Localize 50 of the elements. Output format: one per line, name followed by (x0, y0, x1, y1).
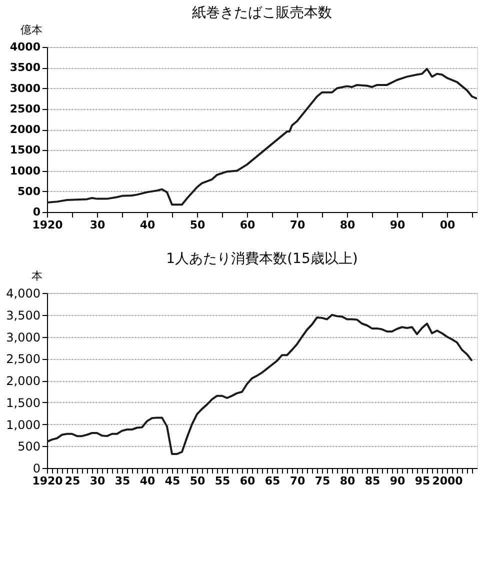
y-tick-label: 3,500 (6, 308, 40, 322)
y-tick-label: 4,000 (6, 286, 40, 300)
line-series (47, 314, 473, 455)
y-tick-label: 2500 (10, 102, 41, 116)
y-tick-label: 1000 (10, 164, 41, 178)
x-tick-label: 90 (390, 474, 406, 488)
x-tick-label: 50 (190, 218, 206, 232)
x-tick-label: 30 (90, 218, 106, 232)
y-tick-label: 1500 (10, 144, 41, 157)
x-tick-label: 80 (340, 474, 356, 488)
x-tick-label: 1920 (32, 474, 64, 488)
y-tick-label: 500 (18, 440, 40, 454)
x-tick-label: 90 (390, 218, 406, 232)
x-tick-label: 85 (364, 474, 380, 488)
x-tick-label: 80 (340, 218, 356, 232)
x-tick-label: 45 (164, 474, 180, 488)
y-axis-title: 本 (32, 270, 42, 282)
y-tick-label: 4000 (10, 40, 41, 54)
y-tick-label: 2,500 (6, 352, 40, 366)
line-series (47, 68, 477, 206)
x-tick-label: 00 (440, 218, 456, 232)
chart-title: 1人あたり消費本数(15歳以上) (166, 251, 358, 267)
y-axis-title: 億本 (20, 24, 42, 36)
x-tick-label: 65 (264, 474, 280, 488)
x-tick-label: 60 (240, 218, 256, 232)
y-tick-label: 1,000 (6, 418, 40, 432)
y-tick-label: 3000 (10, 82, 41, 95)
y-tick-label: 3500 (10, 61, 41, 74)
y-tick-label: 0 (32, 206, 41, 218)
x-tick-label: 35 (114, 474, 130, 488)
x-tick-label: 30 (90, 474, 106, 488)
chart-title: 紙巻きたばこ販売本数 (192, 5, 332, 21)
x-tick-label: 25 (64, 474, 80, 488)
x-tick-label: 1920 (32, 218, 64, 232)
y-tick-label: 2000 (10, 123, 41, 136)
y-tick-label: 3,000 (6, 330, 40, 344)
x-tick-label: 50 (190, 474, 206, 488)
y-tick-label: 2,000 (6, 374, 40, 388)
x-tick-label: 70 (290, 474, 306, 488)
x-tick-label: 40 (140, 218, 156, 232)
y-tick-label: 0 (32, 462, 40, 476)
x-tick-label: 70 (290, 218, 306, 232)
x-tick-label: 2000 (432, 474, 464, 488)
y-tick-label: 1,500 (6, 396, 40, 410)
x-tick-label: 55 (214, 474, 230, 488)
x-tick-label: 95 (414, 474, 430, 488)
y-tick-label: 500 (18, 184, 41, 198)
x-tick-label: 75 (314, 474, 330, 488)
x-tick-label: 40 (140, 474, 156, 488)
x-tick-label: 60 (240, 474, 256, 488)
